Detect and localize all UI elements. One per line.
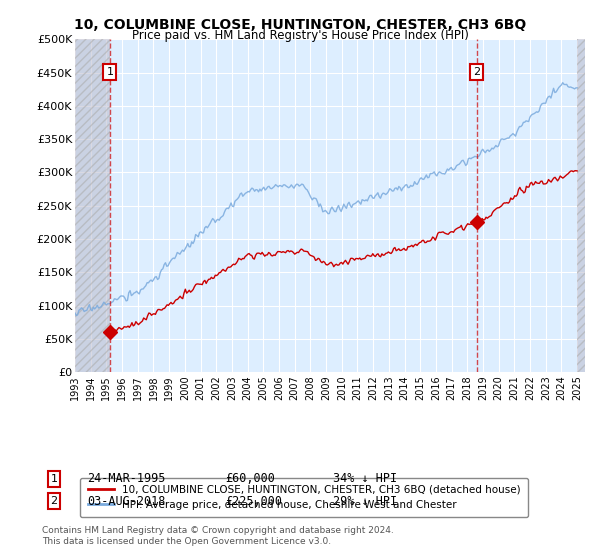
Text: 34% ↓ HPI: 34% ↓ HPI bbox=[333, 472, 397, 486]
Legend: 10, COLUMBINE CLOSE, HUNTINGTON, CHESTER, CH3 6BQ (detached house), HPI: Average: 10, COLUMBINE CLOSE, HUNTINGTON, CHESTER… bbox=[80, 478, 528, 517]
Text: 03-AUG-2018: 03-AUG-2018 bbox=[87, 494, 166, 508]
Text: 24-MAR-1995: 24-MAR-1995 bbox=[87, 472, 166, 486]
Text: 1: 1 bbox=[50, 474, 58, 484]
Text: 2: 2 bbox=[473, 67, 480, 77]
Text: 29% ↓ HPI: 29% ↓ HPI bbox=[333, 494, 397, 508]
Bar bbox=[577, 39, 585, 372]
Text: 10, COLUMBINE CLOSE, HUNTINGTON, CHESTER, CH3 6BQ: 10, COLUMBINE CLOSE, HUNTINGTON, CHESTER… bbox=[74, 18, 526, 32]
Text: £225,000: £225,000 bbox=[225, 494, 282, 508]
Text: 2: 2 bbox=[50, 496, 58, 506]
Text: Price paid vs. HM Land Registry's House Price Index (HPI): Price paid vs. HM Land Registry's House … bbox=[131, 29, 469, 42]
Text: £60,000: £60,000 bbox=[225, 472, 275, 486]
Bar bbox=[75, 39, 110, 372]
Text: Contains HM Land Registry data © Crown copyright and database right 2024.
This d: Contains HM Land Registry data © Crown c… bbox=[42, 526, 394, 546]
Text: 1: 1 bbox=[106, 67, 113, 77]
